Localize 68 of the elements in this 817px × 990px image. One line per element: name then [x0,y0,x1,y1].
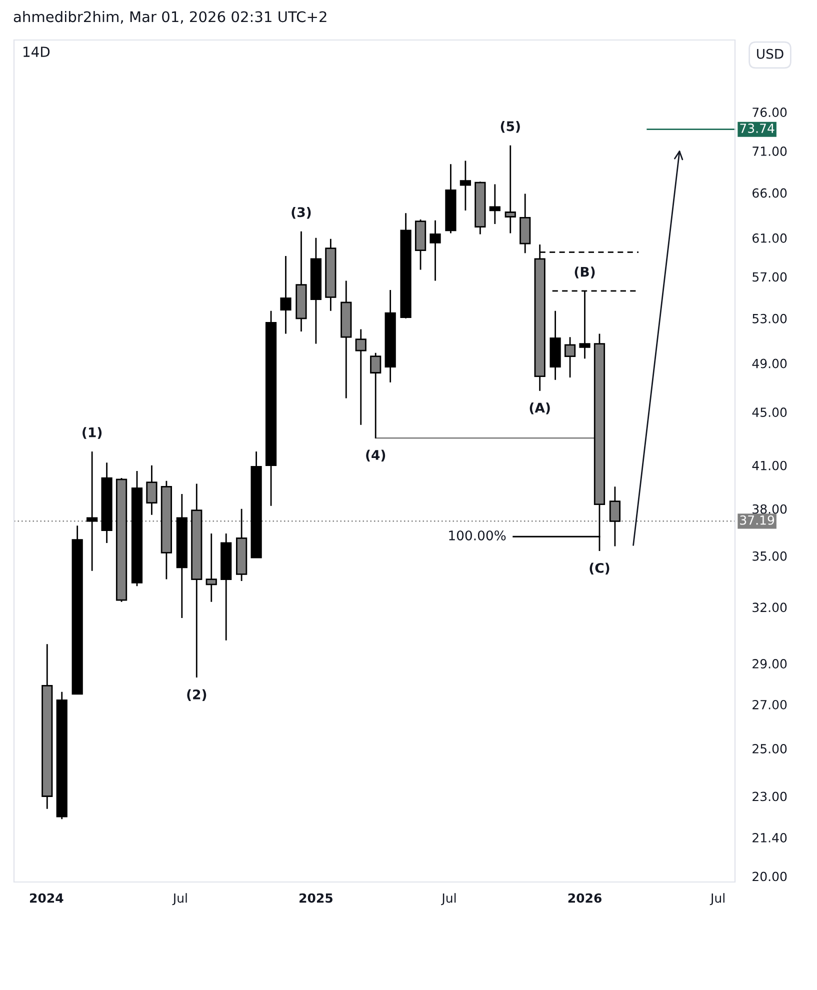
candlestick [414,218,426,270]
candlestick [206,532,217,603]
candlestick [86,450,98,572]
candlestick [430,220,441,282]
candlestick [325,238,336,312]
candlestick [280,255,292,334]
candlestick [564,336,576,378]
y-tick-label: 20.00 [752,872,787,882]
candlestick [340,280,352,399]
y-tick-label: 61.00 [752,233,787,243]
data-label: 73.74 [740,124,774,133]
candlestick [220,532,232,642]
candlestick [310,237,322,344]
candlestick [56,691,68,820]
y-tick-label: 32.00 [752,602,787,612]
y-tick-label: 25.00 [752,744,787,754]
y-tick-label: 38.00 [752,504,787,514]
candlestick [176,493,188,619]
y-axis-title: USD [757,48,784,59]
y-tick-label: 71.00 [752,146,787,156]
annotation: (B) [574,266,595,278]
y-tick-label: 29.00 [752,659,787,668]
y-tick-label: 27.00 [752,700,787,710]
annotation: (A) [530,402,550,414]
annotation: (5) [500,121,520,133]
x-tick-label: 2025 [300,893,332,903]
candlestick [550,310,561,381]
y-tick-label: 57.00 [752,272,787,282]
candlestick [146,464,158,516]
x-tick-label: Jul [710,893,724,906]
candlestick [445,163,456,234]
candlestick [101,462,112,544]
candlestick [131,470,143,587]
candlestick [400,212,412,320]
y-tick-label: 76.00 [752,108,787,118]
text: ahmedibr2him, Mar 01, 2026 02:31 UTC+2 [14,10,326,24]
candlestick [474,180,486,235]
y-tick-label: 53.00 [752,314,787,324]
y-tick-label: 21.40 [752,832,787,842]
y-tick-label: 41.00 [752,460,787,470]
y-tick-label: 45.00 [752,408,787,417]
series-label: 100.00% [449,530,506,540]
y-tick-label: 49.00 [752,358,787,368]
annotation: (2) [187,689,206,701]
y-tick-label: 66.00 [752,188,787,198]
candlestick [265,310,277,507]
annotation: (C) [590,562,610,574]
annotation: (1) [82,427,102,439]
annotation: (3) [292,206,311,219]
x-tick-label: 2026 [568,893,602,903]
candlestick [489,184,500,225]
candlestick [355,328,366,426]
candlestick [42,643,53,810]
candlestick [72,524,83,695]
candlestick [384,289,396,384]
y-tick-label: 35.00 [752,551,787,561]
ref-line-label: 37.19 [740,515,774,525]
x-tick-label: Jul [172,893,187,906]
candlestick [520,193,531,254]
candlestick [250,450,262,558]
x-tick-label: Jul [441,893,456,906]
annotation: (4) [366,450,386,462]
chart-title: 14D [24,46,50,57]
candlestick [296,230,307,332]
candlestick [460,160,472,212]
candlestick [504,144,516,234]
x-tick-label: 2024 [30,893,64,903]
y-tick-label: 23.00 [752,792,787,802]
